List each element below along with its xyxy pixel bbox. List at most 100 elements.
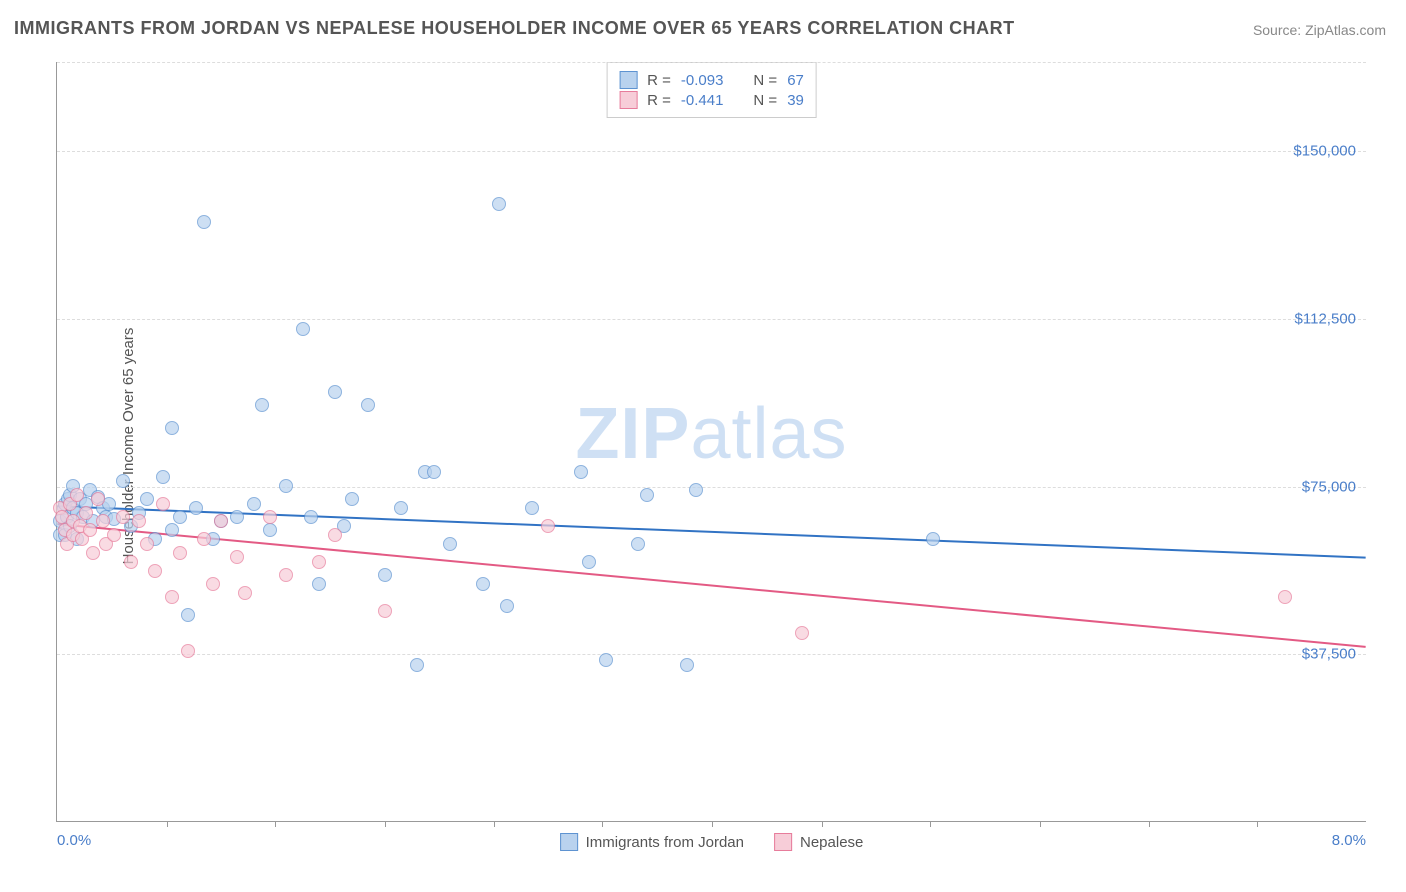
data-point: [541, 519, 555, 533]
data-point: [165, 590, 179, 604]
data-point: [296, 322, 310, 336]
watermark-bold: ZIP: [575, 393, 690, 473]
data-point: [156, 497, 170, 511]
y-tick-label: $150,000: [1293, 143, 1356, 160]
x-tick: [494, 821, 495, 827]
n-label: N =: [753, 72, 777, 89]
data-point: [263, 510, 277, 524]
watermark: ZIPatlas: [575, 392, 847, 474]
x-tick: [1257, 821, 1258, 827]
chart-title: IMMIGRANTS FROM JORDAN VS NEPALESE HOUSE…: [14, 18, 1015, 39]
x-tick: [712, 821, 713, 827]
r-value: -0.441: [681, 92, 724, 109]
data-point: [279, 479, 293, 493]
gridline-h: [57, 62, 1366, 63]
data-point: [378, 604, 392, 618]
data-point: [394, 501, 408, 515]
data-point: [165, 421, 179, 435]
x-tick: [275, 821, 276, 827]
data-point: [304, 510, 318, 524]
y-tick-label: $75,000: [1302, 478, 1356, 495]
correlation-legend: R = -0.093N = 67R = -0.441N = 39: [606, 62, 817, 118]
gridline-h: [57, 654, 1366, 655]
data-point: [378, 568, 392, 582]
legend-row: R = -0.093N = 67: [619, 71, 804, 89]
legend-swatch: [619, 91, 637, 109]
data-point: [361, 398, 375, 412]
data-point: [427, 465, 441, 479]
y-tick-label: $112,500: [1295, 311, 1356, 328]
data-point: [181, 644, 195, 658]
x-axis-max-label: 8.0%: [1332, 832, 1366, 849]
data-point: [238, 586, 252, 600]
data-point: [328, 528, 342, 542]
series-legend: Immigrants from JordanNepalese: [560, 833, 864, 851]
r-label: R =: [647, 92, 671, 109]
data-point: [631, 537, 645, 551]
data-point: [116, 474, 130, 488]
x-tick: [930, 821, 931, 827]
data-point: [140, 492, 154, 506]
source-link[interactable]: ZipAtlas.com: [1305, 22, 1386, 38]
data-point: [328, 385, 342, 399]
gridline-h: [57, 487, 1366, 488]
data-point: [156, 470, 170, 484]
data-point: [79, 506, 93, 520]
data-point: [230, 550, 244, 564]
trend-lines-layer: [57, 62, 1366, 821]
data-point: [263, 523, 277, 537]
data-point: [312, 577, 326, 591]
data-point: [70, 488, 84, 502]
x-axis-min-label: 0.0%: [57, 832, 91, 849]
data-point: [86, 546, 100, 560]
data-point: [640, 488, 654, 502]
n-value: 67: [787, 72, 804, 89]
data-point: [525, 501, 539, 515]
x-tick: [822, 821, 823, 827]
data-point: [476, 577, 490, 591]
data-point: [214, 514, 228, 528]
data-point: [140, 537, 154, 551]
x-tick: [167, 821, 168, 827]
y-tick-label: $37,500: [1302, 646, 1356, 663]
trend-line: [57, 506, 1365, 557]
x-tick: [1040, 821, 1041, 827]
data-point: [312, 555, 326, 569]
source-attribution: Source: ZipAtlas.com: [1253, 22, 1386, 38]
data-point: [689, 483, 703, 497]
data-point: [582, 555, 596, 569]
data-point: [206, 577, 220, 591]
data-point: [680, 658, 694, 672]
trend-line: [57, 524, 1365, 647]
data-point: [132, 514, 146, 528]
legend-swatch: [774, 833, 792, 851]
data-point: [148, 564, 162, 578]
data-point: [443, 537, 457, 551]
data-point: [247, 497, 261, 511]
x-tick: [385, 821, 386, 827]
legend-item: Immigrants from Jordan: [560, 833, 744, 851]
data-point: [1278, 590, 1292, 604]
legend-swatch: [619, 71, 637, 89]
data-point: [492, 197, 506, 211]
data-point: [926, 532, 940, 546]
data-point: [124, 555, 138, 569]
data-point: [795, 626, 809, 640]
data-point: [173, 510, 187, 524]
x-tick: [602, 821, 603, 827]
legend-swatch: [560, 833, 578, 851]
legend-label: Immigrants from Jordan: [586, 834, 744, 851]
data-point: [83, 523, 97, 537]
n-label: N =: [753, 92, 777, 109]
x-tick: [1149, 821, 1150, 827]
source-prefix: Source:: [1253, 22, 1305, 38]
data-point: [410, 658, 424, 672]
data-point: [500, 599, 514, 613]
legend-row: R = -0.441N = 39: [619, 91, 804, 109]
data-point: [599, 653, 613, 667]
data-point: [165, 523, 179, 537]
data-point: [279, 568, 293, 582]
data-point: [345, 492, 359, 506]
r-label: R =: [647, 72, 671, 89]
data-point: [574, 465, 588, 479]
